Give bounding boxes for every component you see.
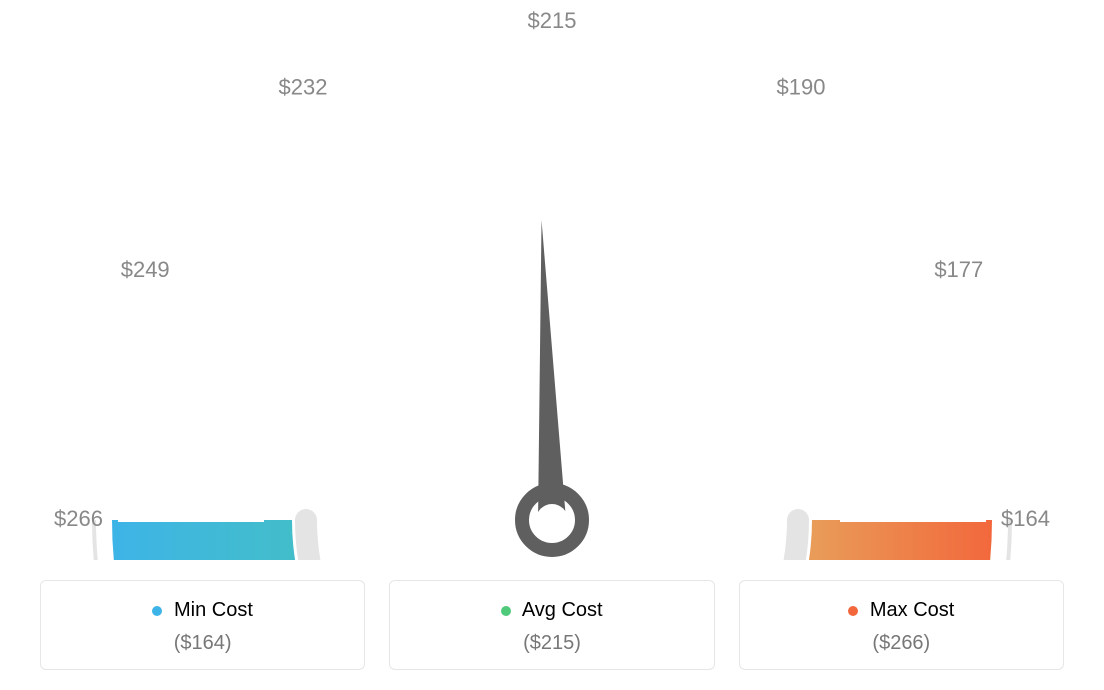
min-cost-dot xyxy=(152,606,162,616)
avg-cost-card: Avg Cost ($215) xyxy=(389,580,714,670)
max-cost-card: Max Cost ($266) xyxy=(739,580,1064,670)
max-cost-value: ($266) xyxy=(750,632,1053,655)
svg-text:$164: $164 xyxy=(1001,506,1050,531)
svg-text:$215: $215 xyxy=(528,8,577,33)
svg-text:$190: $190 xyxy=(777,75,826,100)
min-cost-value: ($164) xyxy=(51,632,354,655)
svg-text:$232: $232 xyxy=(279,75,328,100)
svg-text:$177: $177 xyxy=(934,257,983,282)
legend-cards: Min Cost ($164) Avg Cost ($215) Max Cost… xyxy=(40,580,1064,670)
max-cost-label: Max Cost xyxy=(870,599,954,621)
max-cost-dot xyxy=(848,606,858,616)
avg-cost-dot xyxy=(501,606,511,616)
svg-text:$266: $266 xyxy=(54,506,103,531)
svg-text:$249: $249 xyxy=(121,257,170,282)
min-cost-label: Min Cost xyxy=(174,599,253,621)
avg-cost-value: ($215) xyxy=(400,632,703,655)
gauge-chart: $164 $177 $190 $215 $232 $249 $266 xyxy=(0,0,1104,560)
avg-cost-label: Avg Cost xyxy=(522,599,603,621)
min-cost-card: Min Cost ($164) xyxy=(40,580,365,670)
